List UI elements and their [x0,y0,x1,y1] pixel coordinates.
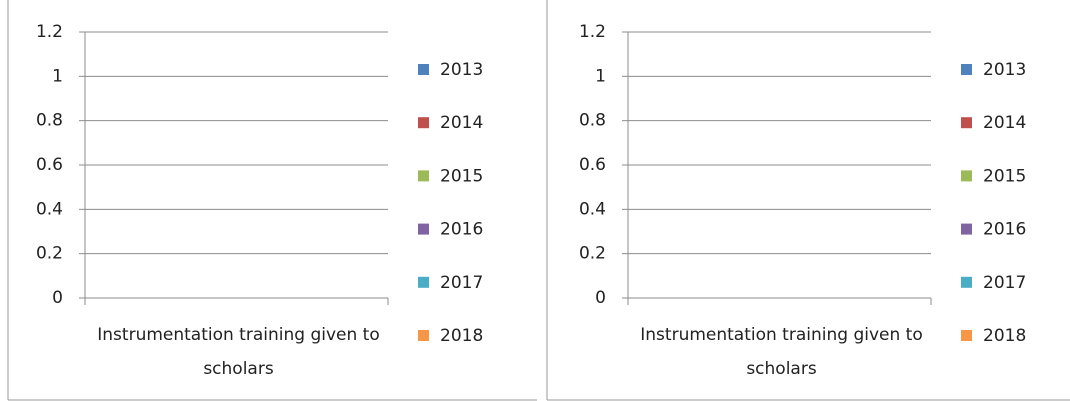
legend-swatch [961,117,972,129]
legend-swatch [418,330,429,341]
legend-swatch [418,170,429,182]
legend-swatch [961,276,972,288]
legend-label: 2016 [983,220,1026,240]
legend-label: 2017 [983,273,1026,293]
y-tick-label: 1.2 [579,22,606,42]
y-tick-label: 1 [595,66,606,86]
y-tick-label: 0.2 [579,244,606,264]
legend-label: 2014 [440,113,483,133]
legend-label: 2016 [440,220,483,240]
legend-swatch [418,117,429,129]
legend-swatch [418,223,429,235]
legend-label: 2018 [440,326,483,346]
y-tick-label: 1.2 [36,22,63,42]
y-tick-label: 0.6 [36,155,63,175]
y-tick-label: 0.4 [36,199,63,219]
legend-label: 2017 [440,273,483,293]
y-tick-label: 0.6 [579,155,606,175]
y-tick-label: 0.8 [579,111,606,131]
y-tick-label: 0.4 [579,199,606,219]
y-tick-label: 0 [52,288,63,308]
y-tick-label: 0.8 [36,111,63,131]
legend-label: 2015 [983,166,1026,186]
legend-label: 2013 [983,60,1026,80]
x-tick-label: Instrumentation training given to schola… [97,325,380,379]
y-tick-label: 1 [52,66,63,86]
legend-label: 2013 [440,60,483,80]
legend-label: 2018 [983,326,1026,346]
y-tick-label: 0 [595,288,606,308]
legend-swatch [961,64,972,75]
legend-label: 2014 [983,113,1026,133]
legend-swatch [961,330,972,341]
y-tick-label: 0.2 [36,244,63,264]
legend-swatch [418,64,429,75]
legend-swatch [961,223,972,235]
legend-label: 2015 [440,166,483,186]
legend-swatch [418,276,429,288]
legend-swatch [961,170,972,182]
x-tick-label: Instrumentation training given to schola… [640,325,923,379]
